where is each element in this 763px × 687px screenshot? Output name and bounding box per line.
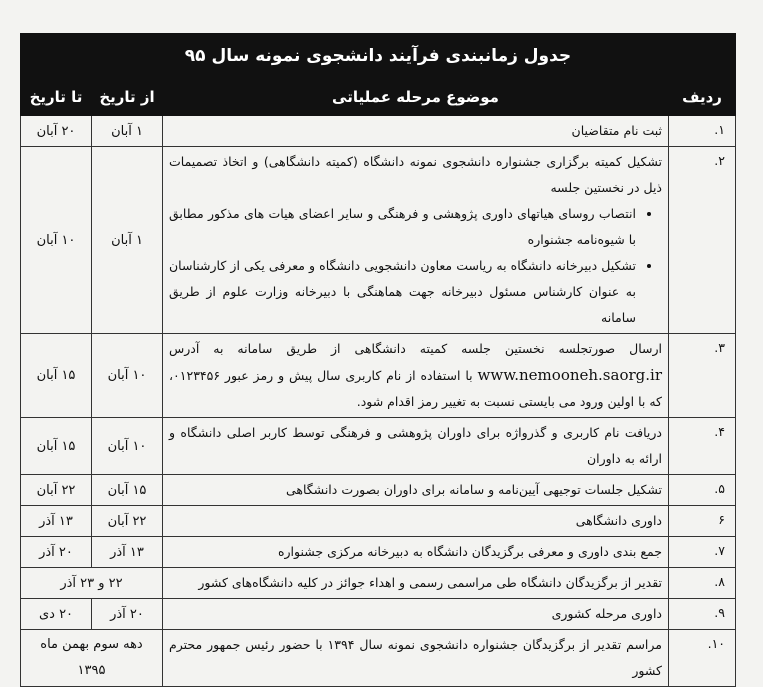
table-row: ۷. جمع بندی داوری و معرفی برگزیدگان دانش…: [20, 536, 736, 568]
date-range: دهه سوم بهمن ماه ۱۳۹۵: [20, 629, 163, 687]
row-number: ۳.: [668, 333, 736, 418]
table-title: جدول زمانبندی فرآیند دانشجوی نمونه سال ۹…: [20, 33, 736, 79]
row-number: ۶: [668, 505, 736, 537]
table-row: ۲. تشکیل کمیته برگزاری جشنواره دانشجوی ن…: [20, 146, 736, 334]
row-subject: داوری دانشگاهی: [162, 505, 669, 537]
table-row: ۳. ارسال صورتجلسه نخستین جلسه کمیته دانش…: [20, 333, 736, 418]
schedule-table: جدول زمانبندی فرآیند دانشجوی نمونه سال ۹…: [20, 33, 736, 687]
header-from-date: از تاریخ: [91, 78, 163, 116]
from-date: ۲۲ آبان: [91, 505, 163, 537]
table-row: ۱. ثبت نام متقاضیان ۱ آبان ۲۰ آبان: [20, 115, 736, 147]
row-number: ۱۰.: [668, 629, 736, 687]
to-date: ۱۳ آذر: [20, 505, 92, 537]
table-row: ۹. داوری مرحله کشوری ۲۰ آذر ۲۰ دی: [20, 598, 736, 630]
header-subject: موضوع مرحله عملیاتی: [162, 78, 669, 116]
website-link[interactable]: www.nemooneh.saorg.ir: [477, 366, 662, 384]
header-row-number: ردیف: [668, 78, 736, 116]
to-date: ۱۰ آبان: [20, 146, 92, 334]
from-date: ۱ آبان: [91, 146, 163, 334]
to-date: ۱۵ آبان: [20, 333, 92, 418]
to-date: ۲۰ آذر: [20, 536, 92, 568]
row-subject: دریافت نام کاربری و گذرواژه برای داوران …: [162, 417, 669, 475]
from-date: ۱۰ آبان: [91, 417, 163, 475]
row-subject: مراسم تقدیر از برگزیدگان جشنواره دانشجوی…: [162, 629, 669, 687]
row-number: ۹.: [668, 598, 736, 630]
from-date: ۱۰ آبان: [91, 333, 163, 418]
date-range: ۲۲ و ۲۳ آذر: [20, 567, 163, 599]
to-date: ۲۰ آبان: [20, 115, 92, 147]
row-number: ۲.: [668, 146, 736, 334]
bullet-list: انتصاب روسای هیاتهای داوری پژوهشی و فرهن…: [169, 201, 662, 331]
row-number: ۴.: [668, 417, 736, 475]
table-row: ۱۰. مراسم تقدیر از برگزیدگان جشنواره دان…: [20, 629, 736, 687]
to-date: ۱۵ آبان: [20, 417, 92, 475]
from-date: ۲۰ آذر: [91, 598, 163, 630]
subject-text: تشکیل کمیته برگزاری جشنواره دانشجوی نمون…: [169, 154, 662, 195]
header-to-date: تا تاریخ: [20, 78, 92, 116]
from-date: ۱۵ آبان: [91, 474, 163, 506]
subject-text: با استفاده از نام کاربری سال پیش و رمز ع…: [169, 368, 662, 409]
bullet-item: تشکیل دبیرخانه دانشگاه به ریاست معاون دا…: [169, 253, 636, 331]
table-row: ۴. دریافت نام کاربری و گذرواژه برای داور…: [20, 417, 736, 475]
row-number: ۱.: [668, 115, 736, 147]
from-date: ۱۳ آذر: [91, 536, 163, 568]
row-number: ۷.: [668, 536, 736, 568]
table-row: ۵. تشکیل جلسات توجیهی آیین‌نامه و سامانه…: [20, 474, 736, 506]
row-subject: تشکیل جلسات توجیهی آیین‌نامه و سامانه بر…: [162, 474, 669, 506]
row-subject: ارسال صورتجلسه نخستین جلسه کمیته دانشگاه…: [162, 333, 669, 418]
table-row: ۶ داوری دانشگاهی ۲۲ آبان ۱۳ آذر: [20, 505, 736, 537]
row-subject: داوری مرحله کشوری: [162, 598, 669, 630]
to-date: ۲۰ دی: [20, 598, 92, 630]
row-subject: تشکیل کمیته برگزاری جشنواره دانشجوی نمون…: [162, 146, 669, 334]
row-number: ۵.: [668, 474, 736, 506]
bullet-item: انتصاب روسای هیاتهای داوری پژوهشی و فرهن…: [169, 201, 636, 253]
row-subject: جمع بندی داوری و معرفی برگزیدگان دانشگاه…: [162, 536, 669, 568]
from-date: ۱ آبان: [91, 115, 163, 147]
row-number: ۸.: [668, 567, 736, 599]
row-subject: ثبت نام متقاضیان: [162, 115, 669, 147]
subject-text: ارسال صورتجلسه نخستین جلسه کمیته دانشگاه…: [169, 341, 662, 356]
table-row: ۸. تقدیر از برگزیدگان دانشگاه طی مراسمی …: [20, 567, 736, 599]
to-date: ۲۲ آبان: [20, 474, 92, 506]
row-subject: تقدیر از برگزیدگان دانشگاه طی مراسمی رسم…: [162, 567, 669, 599]
